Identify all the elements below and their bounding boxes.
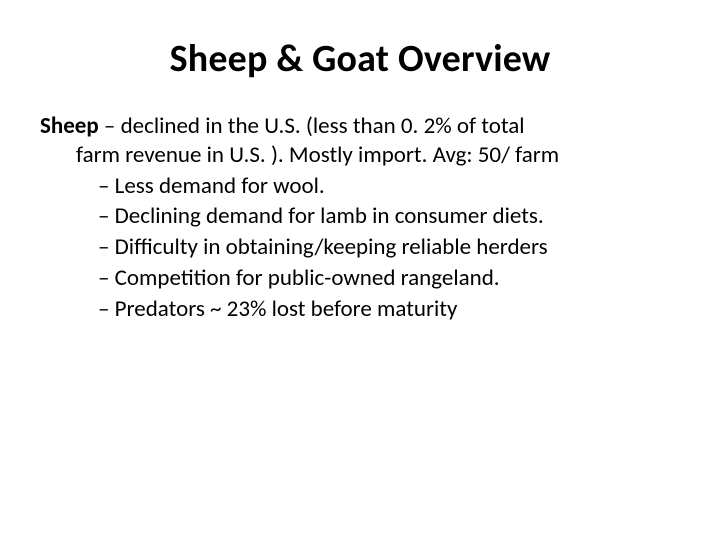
slide-title: Sheep & Goat Overview xyxy=(40,36,680,82)
intro-line1-rest: declined in the U.S. (less than 0. 2% of… xyxy=(121,112,525,140)
bullet-text: Difficulty in obtaining/keeping reliable… xyxy=(115,233,548,261)
intro-paragraph: Sheep – declined in the U.S. (less than … xyxy=(40,112,680,170)
intro-line2: farm revenue in U.S. ). Mostly import. A… xyxy=(40,141,680,170)
list-item: – Declining demand for lamb in consumer … xyxy=(98,202,680,231)
slide-body: Sheep – declined in the U.S. (less than … xyxy=(40,112,680,323)
dash-icon: – xyxy=(98,172,115,200)
dash-icon: – xyxy=(98,295,115,323)
list-item: – Competition for public-owned rangeland… xyxy=(98,264,680,293)
intro-lead: Sheep xyxy=(40,112,99,140)
bullet-list: – Less demand for wool. – Declining dema… xyxy=(40,172,680,324)
dash-icon: – xyxy=(98,264,115,292)
bullet-text: Less demand for wool. xyxy=(115,172,325,200)
intro-separator: – xyxy=(99,112,121,140)
dash-icon: – xyxy=(98,233,115,261)
bullet-text: Declining demand for lamb in consumer di… xyxy=(115,202,544,230)
list-item: – Difficulty in obtaining/keeping reliab… xyxy=(98,233,680,262)
bullet-text: Predators ~ 23% lost before maturity xyxy=(115,295,458,323)
slide: Sheep & Goat Overview Sheep – declined i… xyxy=(0,0,720,540)
dash-icon: – xyxy=(98,202,115,230)
bullet-text: Competition for public-owned rangeland. xyxy=(115,264,500,292)
list-item: – Less demand for wool. xyxy=(98,172,680,201)
list-item: – Predators ~ 23% lost before maturity xyxy=(98,295,680,324)
